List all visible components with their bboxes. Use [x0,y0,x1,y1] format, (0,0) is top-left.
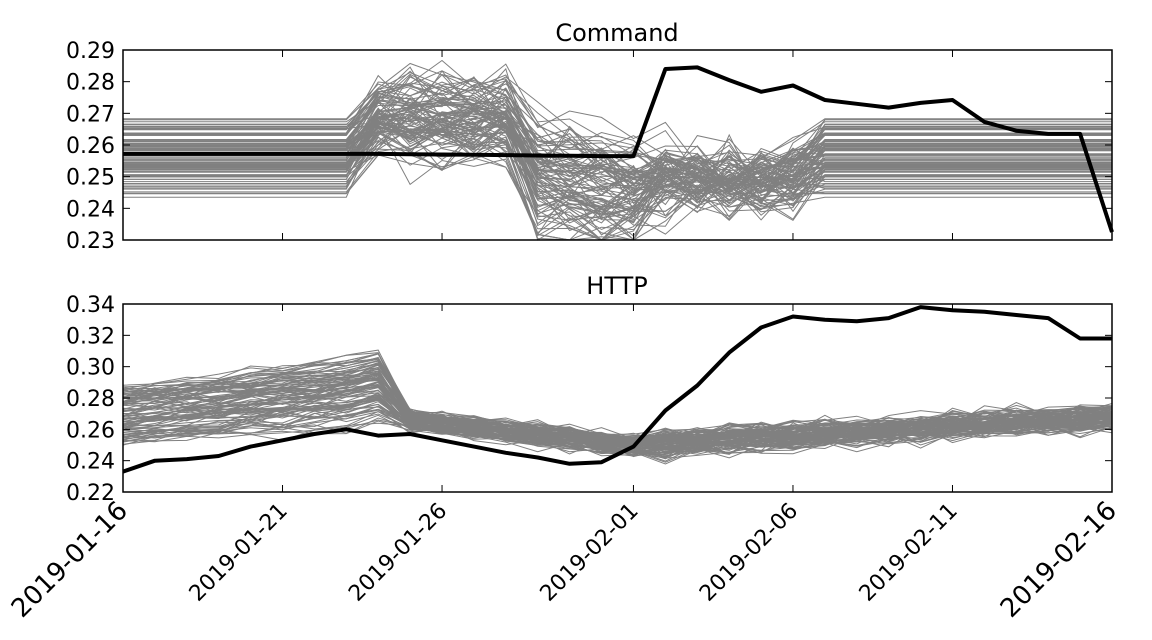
background-series-line [123,74,1112,221]
background-series-line [123,134,1112,241]
y-tick-label: 0.26 [66,418,115,443]
highlight-series-line [123,65,1114,233]
background-series-line [123,128,1112,241]
y-tick-label: 0.25 [66,166,115,191]
y-tick-label: 0.32 [66,324,115,349]
panel-http: HTTP 0.22 0.24 0.26 0.28 0.30 0.32 0.34 [66,272,1113,506]
chart-title-http: HTTP [586,272,647,300]
background-series-line [123,114,1112,194]
background-series-line [123,136,1112,241]
background-series-line [123,78,1112,175]
y-tick-label: 0.28 [66,387,115,412]
background-series-line [122,384,1113,451]
y-tick-label: 0.24 [66,450,115,475]
background-series-line [123,111,1112,208]
x-tick-label: 2019-01-16 [6,496,134,624]
background-series-line [122,377,1113,444]
x-tick-label: 2019-02-06 [695,499,803,607]
background-series-line [123,116,1112,212]
x-tick-label: 2019-02-11 [855,499,963,607]
y-tick-label: 0.26 [66,134,115,159]
background-series-line [123,94,1112,187]
background-series-line [123,113,1112,227]
x-tick-label: 2019-01-21 [185,499,293,607]
background-series-line [123,91,1112,201]
background-series-line [123,76,1112,191]
background-series-line [123,63,1112,209]
highlight-series-group [122,305,1112,474]
background-series-line [123,123,1112,241]
highlight-series-group [123,65,1114,233]
background-series-line [122,412,1113,462]
background-series-line [123,97,1112,206]
x-tick-labels: 2019-01-16 2019-01-21 2019-01-26 2019-02-01… [6,496,1123,624]
y-tick-label: 0.28 [66,71,115,96]
x-tick-label: 2019-01-26 [344,499,452,607]
background-series-group [123,59,1112,241]
background-series-line [122,386,1113,459]
background-series-line [123,119,1112,208]
background-series-line [122,394,1113,447]
axes-command: 0.23 0.24 0.25 0.26 0.27 0.28 0.29 [66,39,1113,254]
background-series-line [123,108,1112,217]
y-tick-label: 0.22 [66,481,115,506]
background-series-line [123,67,1112,192]
background-series-line [123,126,1112,241]
background-series-line [123,107,1112,201]
x-tick-label: 2019-02-16 [995,496,1123,624]
y-tick-label: 0.29 [66,39,115,64]
y-tick-label: 0.27 [66,102,115,127]
background-series-line [122,353,1113,445]
background-series-line [123,118,1112,220]
panel-command: Command 0.23 0.24 0.25 0.26 0.27 0.28 0.29 [66,19,1114,254]
background-series-line [122,358,1113,441]
background-series-line [123,120,1112,207]
highlight-series-line [122,305,1112,474]
background-series-line [123,123,1112,221]
background-series-line [123,82,1112,176]
background-series-group [122,349,1113,465]
y-tick-label: 0.24 [66,197,115,222]
background-series-line [123,79,1112,192]
background-series-line [123,101,1112,191]
background-series-line [123,70,1112,181]
background-series-line [122,371,1113,443]
chart-title-command: Command [555,19,678,47]
background-series-line [122,367,1113,443]
background-series-line [123,114,1112,218]
background-series-line [123,123,1112,241]
x-tick-label: 2019-02-01 [536,499,644,607]
background-series-line [123,110,1112,220]
background-series-line [123,113,1112,181]
axes-http: 0.22 0.24 0.26 0.28 0.30 0.32 0.34 [66,293,1113,506]
y-tick-label: 0.23 [66,229,115,254]
y-tick-label: 0.30 [66,356,115,381]
background-series-line [123,80,1112,205]
background-series-line [123,59,1112,174]
y-tick-label: 0.34 [66,293,115,318]
